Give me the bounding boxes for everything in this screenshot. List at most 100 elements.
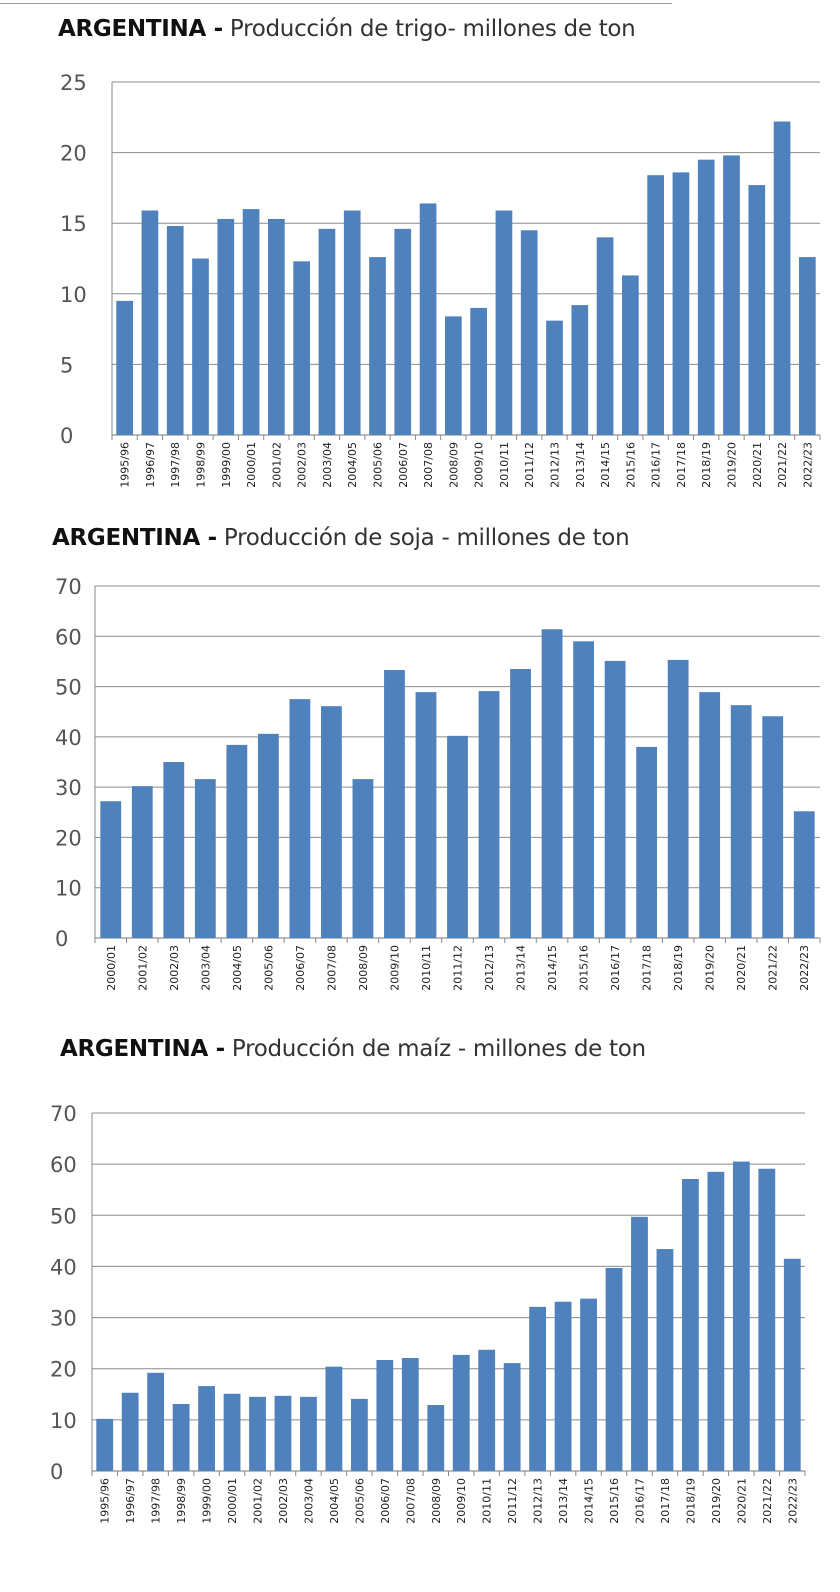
x-tick-label: 2009/10 xyxy=(455,1478,468,1524)
bar-2021-22 xyxy=(758,1168,776,1471)
bar-1998-99 xyxy=(172,1404,190,1471)
y-tick-label: 50 xyxy=(55,676,82,700)
x-tick-label: 1998/99 xyxy=(175,1478,188,1524)
x-tick-label: 2019/20 xyxy=(710,1478,723,1524)
x-tick-label: 2008/09 xyxy=(430,1478,443,1524)
bar-2008-09 xyxy=(352,779,374,938)
x-tick-label: 2018/19 xyxy=(684,1478,697,1524)
x-tick-label: 2000/01 xyxy=(105,945,118,991)
x-tick-label: 2021/22 xyxy=(767,945,780,991)
bar-2018-19 xyxy=(682,1178,699,1471)
x-tick-label: 2017/18 xyxy=(675,442,688,488)
bar-2012-13 xyxy=(478,691,500,938)
bar-2004-05 xyxy=(226,744,248,938)
y-tick-label: 0 xyxy=(50,1460,63,1484)
x-tick-label: 2001/02 xyxy=(270,442,283,488)
bar-2005-06 xyxy=(257,733,279,938)
bar-1996-97 xyxy=(141,210,159,435)
y-tick-label: 25 xyxy=(60,71,87,95)
bar-2015-16 xyxy=(622,275,639,435)
x-tick-label: 2013/14 xyxy=(574,442,587,488)
x-tick-label: 2022/23 xyxy=(801,442,814,488)
x-tick-label: 2000/01 xyxy=(245,442,258,488)
x-tick-label: 1996/97 xyxy=(124,1478,137,1524)
bar-2016-17 xyxy=(604,660,626,938)
y-tick-label: 60 xyxy=(55,625,82,649)
x-tick-label: 2019/20 xyxy=(726,442,739,488)
bar-2020-21 xyxy=(732,1161,750,1471)
bar-1996-97 xyxy=(121,1392,139,1471)
y-tick-label: 5 xyxy=(60,353,73,377)
x-tick-label: 2011/12 xyxy=(506,1478,519,1524)
y-tick-label: 20 xyxy=(60,142,87,166)
x-tick-label: 1999/00 xyxy=(201,1478,214,1524)
x-tick-label: 2015/16 xyxy=(624,442,637,488)
title-text: Producción de soja - millones de ton xyxy=(223,525,630,551)
x-tick-label: 2014/15 xyxy=(599,442,612,488)
x-tick-label: 2015/16 xyxy=(608,1478,621,1524)
bar-1999-00 xyxy=(217,218,235,435)
bar-2021-22 xyxy=(773,121,791,435)
x-tick-label: 2010/11 xyxy=(420,945,433,991)
bar-2000-01 xyxy=(242,209,260,435)
title-country: ARGENTINA - xyxy=(52,525,217,551)
x-tick-label: 2004/05 xyxy=(346,442,359,488)
x-tick-label: 2003/04 xyxy=(302,1478,315,1524)
x-tick-label: 2006/07 xyxy=(397,442,410,488)
y-tick-label: 10 xyxy=(50,1409,77,1433)
x-tick-label: 1997/98 xyxy=(169,442,182,488)
bar-2016-17 xyxy=(647,175,664,435)
top-divider xyxy=(0,3,672,4)
x-tick-label: 2010/11 xyxy=(481,1478,494,1524)
chart-title-soy: ARGENTINA - Producción de soja - millone… xyxy=(52,525,630,551)
x-tick-label: 2008/09 xyxy=(447,442,460,488)
x-tick-label: 2012/13 xyxy=(532,1478,545,1524)
chart-title-wheat: ARGENTINA - Producción de trigo- millone… xyxy=(58,16,636,42)
bar-2002-03 xyxy=(274,1395,292,1471)
x-tick-label: 2020/21 xyxy=(751,442,764,488)
x-tick-label: 2004/05 xyxy=(231,945,244,991)
bar-2022-23 xyxy=(783,1258,801,1471)
x-tick-label: 2012/13 xyxy=(483,945,496,991)
y-tick-label: 40 xyxy=(50,1255,77,1279)
x-tick-label: 2016/17 xyxy=(650,442,663,488)
x-tick-label: 2009/10 xyxy=(473,442,486,488)
bar-2017-18 xyxy=(672,172,690,436)
y-tick-label: 0 xyxy=(60,424,73,448)
x-tick-label: 2006/07 xyxy=(379,1478,392,1524)
x-tick-label: 2010/11 xyxy=(498,442,511,488)
bar-2008-09 xyxy=(445,316,462,435)
y-tick-label: 10 xyxy=(60,283,87,307)
bar-2018-19 xyxy=(697,159,715,435)
bar-2015-16 xyxy=(573,641,594,938)
bar-2018-19 xyxy=(667,659,689,938)
bar-2008-09 xyxy=(427,1405,445,1471)
x-tick-label: 2001/02 xyxy=(252,1478,265,1524)
y-tick-label: 70 xyxy=(55,575,82,599)
y-tick-label: 30 xyxy=(50,1307,77,1331)
bar-2014-15 xyxy=(541,629,563,938)
bar-2013-14 xyxy=(510,668,531,938)
y-tick-label: 40 xyxy=(55,726,82,750)
title-country: ARGENTINA - xyxy=(60,1036,225,1062)
x-tick-label: 2014/15 xyxy=(546,945,559,991)
bar-2001-02 xyxy=(249,1396,266,1471)
bar-2001-02 xyxy=(131,786,153,938)
x-tick-label: 1996/97 xyxy=(144,442,157,488)
x-tick-label: 1997/98 xyxy=(150,1478,163,1524)
bar-2007-08 xyxy=(401,1357,419,1471)
x-tick-label: 2007/08 xyxy=(325,945,338,991)
x-tick-label: 2002/03 xyxy=(168,945,181,991)
x-tick-label: 2022/23 xyxy=(786,1478,799,1524)
x-tick-label: 2011/12 xyxy=(452,945,465,991)
x-tick-label: 2008/09 xyxy=(357,945,370,991)
x-tick-label: 2022/23 xyxy=(798,945,811,991)
bar-2022-23 xyxy=(799,257,816,435)
bar-2014-15 xyxy=(580,1298,597,1471)
x-tick-label: 2018/19 xyxy=(672,945,685,991)
x-tick-label: 2005/06 xyxy=(353,1478,366,1524)
bar-2007-08 xyxy=(419,203,437,435)
x-tick-label: 2020/21 xyxy=(735,945,748,991)
bar-2003-04 xyxy=(194,779,216,938)
